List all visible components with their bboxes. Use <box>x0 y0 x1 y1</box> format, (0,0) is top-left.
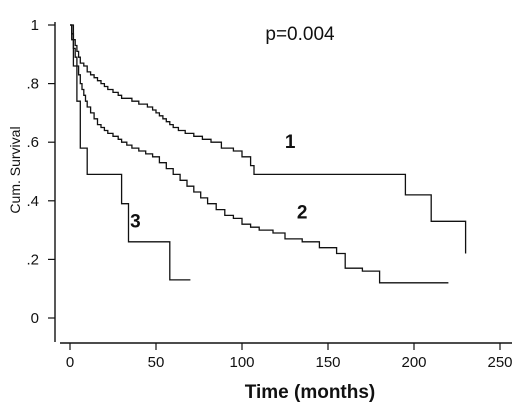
x-tick-label: 50 <box>148 354 165 371</box>
y-tick-label: .2 <box>26 251 39 268</box>
x-tick-label: 0 <box>66 354 74 371</box>
y-axis-title: Cum. Survival <box>7 126 23 213</box>
x-tick-label: 100 <box>229 354 254 371</box>
p-value-annotation: p=0.004 <box>265 24 335 45</box>
curves <box>70 24 467 284</box>
y-tick-label: .8 <box>26 76 39 93</box>
labels: 1 2 3 Time (months) Cum. Survival p=0.004 <box>7 24 375 403</box>
axes <box>54 22 512 344</box>
survival-curve-3 <box>70 24 191 281</box>
y-tick-label: 1 <box>31 17 39 34</box>
y-tick-label: 0 <box>31 310 39 327</box>
curve-label-1: 1 <box>285 132 296 153</box>
survival-curve-2 <box>70 24 449 284</box>
curve-label-2: 2 <box>297 203 308 224</box>
ticks: 0 .2 .4 .6 .8 1 0 50 100 150 200 250 <box>26 17 512 371</box>
y-tick-label: .6 <box>26 134 39 151</box>
curve-label-3: 3 <box>130 211 141 232</box>
x-tick-label: 200 <box>401 354 426 371</box>
x-axis-title: Time (months) <box>245 382 376 403</box>
y-tick-label: .4 <box>26 193 39 210</box>
x-tick-label: 150 <box>315 354 340 371</box>
survival-curve-1 <box>70 24 467 254</box>
x-tick-label: 250 <box>487 354 512 371</box>
